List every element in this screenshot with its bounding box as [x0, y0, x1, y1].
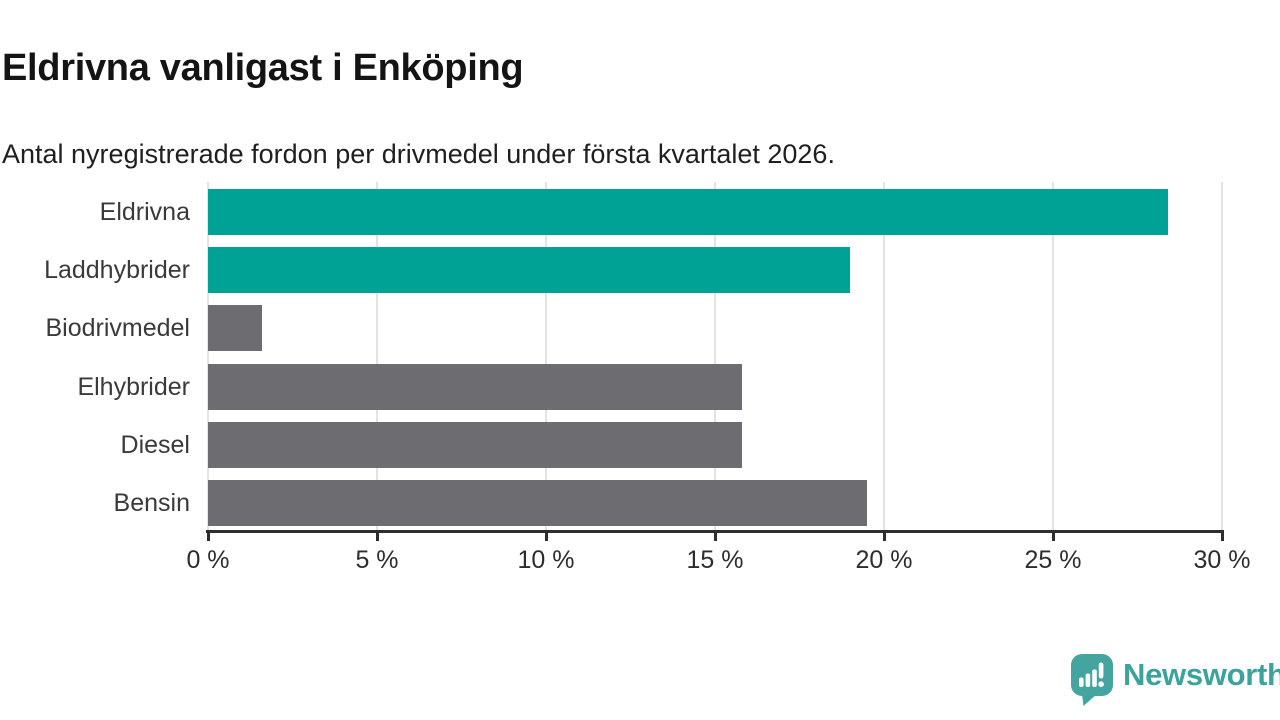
axis-tick	[544, 533, 548, 541]
category-label: Biodrivmedel	[45, 314, 190, 343]
axis-tick-label: 20 %	[855, 546, 913, 574]
brand-name: Newsworthy	[1123, 657, 1280, 692]
axis-tick	[1220, 533, 1224, 541]
category-label: Diesel	[120, 430, 190, 459]
bar	[208, 421, 743, 468]
gridline	[714, 182, 716, 531]
axis-tick-label: 10 %	[517, 546, 575, 574]
category-label: Bensin	[113, 489, 190, 517]
bar	[208, 305, 263, 352]
axis-tick-label: 15 %	[686, 546, 744, 574]
page-title: Eldrivna vanligast i Enköping	[2, 47, 524, 90]
axis-tick-label: 0 %	[186, 546, 230, 574]
bar	[208, 363, 743, 410]
gridline	[1221, 182, 1223, 531]
brand-footer: Newsworthy	[1070, 653, 1280, 707]
axis-tick-label: 25 %	[1024, 546, 1082, 574]
axis-tick-label: 30 %	[1193, 546, 1251, 574]
bar	[208, 189, 1168, 235]
plot-area	[207, 182, 1223, 531]
category-label: Elhybrider	[77, 372, 190, 401]
gridline	[883, 182, 885, 531]
page-subtitle: Antal nyregistrerade fordon per drivmede…	[2, 139, 835, 169]
axis-tick	[882, 533, 886, 541]
axis-tick	[375, 533, 379, 541]
axis-tick	[1051, 533, 1055, 541]
x-axis-line	[206, 530, 1224, 533]
bar	[208, 480, 868, 526]
gridline	[545, 182, 547, 531]
axis-tick-label: 5 %	[355, 546, 399, 574]
axis-tick	[206, 533, 210, 541]
axis-tick	[713, 533, 717, 541]
gridline	[1052, 182, 1054, 531]
newsworthy-logo-icon	[1071, 654, 1113, 706]
gridline	[376, 182, 378, 531]
gridline	[207, 182, 209, 531]
category-label: Eldrivna	[99, 198, 190, 226]
category-label: Laddhybrider	[44, 256, 190, 285]
bar	[208, 247, 851, 294]
